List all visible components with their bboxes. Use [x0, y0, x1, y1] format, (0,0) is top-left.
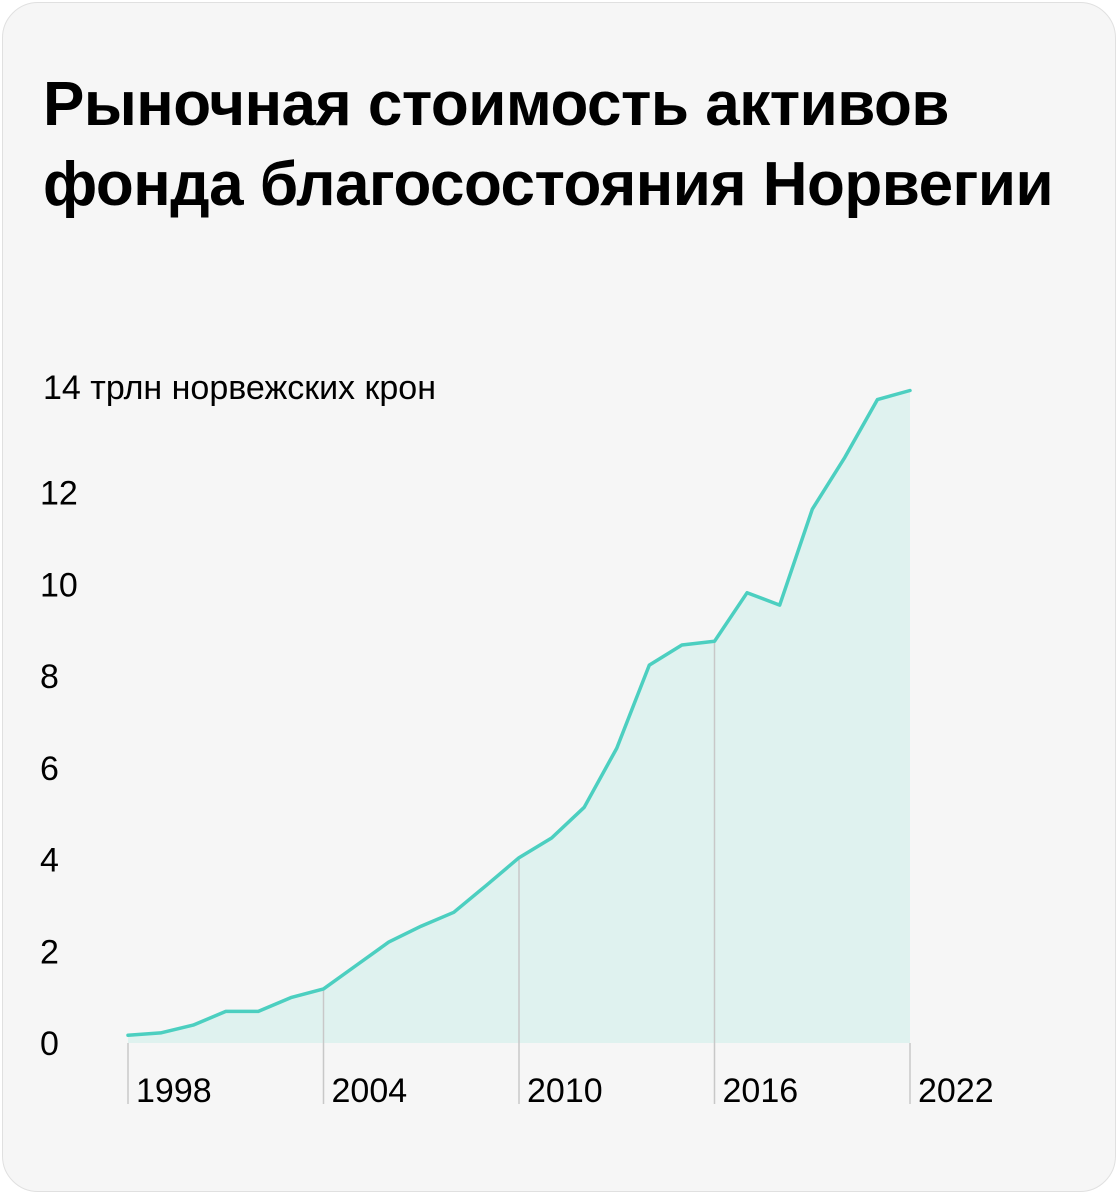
y-tick-label: 10	[40, 566, 78, 604]
x-tick-label: 2004	[332, 1072, 408, 1110]
y-axis-unit-label: 14 трлн норвежских крон	[43, 369, 436, 407]
y-tick-label: 6	[40, 750, 59, 788]
y-tick-label: 2	[40, 933, 59, 971]
y-tick-label: 8	[40, 658, 59, 696]
x-tick-label: 1998	[136, 1072, 212, 1110]
y-tick-label: 4	[40, 842, 59, 880]
y-tick-label: 12	[40, 475, 78, 513]
x-tick-label: 2010	[527, 1072, 603, 1110]
chart-title: Рыночная стоимость активов фонда благосо…	[43, 70, 1054, 219]
x-tick-label: 2016	[723, 1072, 799, 1110]
x-tick-label: 2022	[918, 1072, 994, 1110]
y-tick-label: 0	[40, 1025, 59, 1063]
series-line	[126, 388, 912, 1037]
